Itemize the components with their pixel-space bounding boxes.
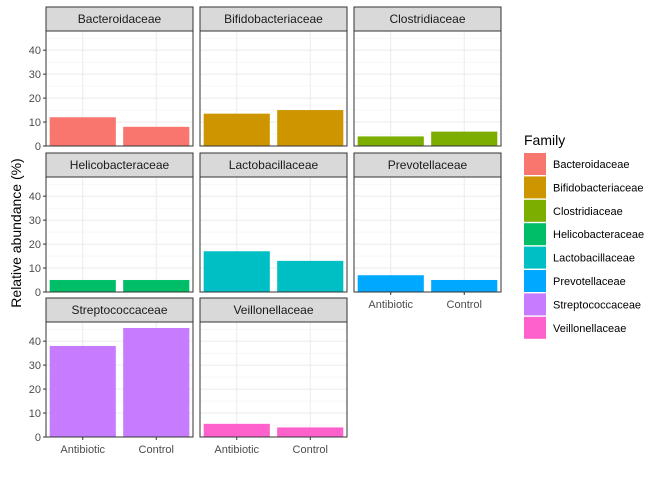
y-tick-label: 40 <box>29 336 41 348</box>
x-tick-label: Control <box>293 444 328 456</box>
y-tick-label: 0 <box>35 141 41 153</box>
plot-background <box>46 177 193 292</box>
panel-streptococcaceae: Streptococcaceae 0 10 20 30 40 Antibiotic Contr… <box>29 297 194 456</box>
plot-background <box>200 322 347 437</box>
legend: Family Bacteroidaceae Bifidobacteriaceae Cl… <box>524 132 644 339</box>
bar-prevotellaceae-antibiotic <box>357 275 424 292</box>
legend-item-bacteroidaceae: Bacteroidaceae <box>524 153 629 175</box>
x-tick-label: Antibiotic <box>60 444 105 456</box>
bar-clostridiaceae-control <box>431 131 498 146</box>
panel-bacteroidaceae: Bacteroidaceae 0 10 20 30 40 <box>29 6 194 153</box>
bar-clostridiaceae-antibiotic <box>357 136 424 146</box>
facet-strip <box>199 152 348 178</box>
bar-lactobacillaceae-control <box>277 260 344 292</box>
facet-label: Lactobacillaceae <box>229 158 319 172</box>
y-tick-label: 0 <box>35 432 41 444</box>
legend-label: Streptococcaceae <box>553 299 641 311</box>
bar-lactobacillaceae-antibiotic <box>203 251 270 292</box>
y-tick-label: 30 <box>29 360 41 372</box>
legend-item-bifidobacteriaceae: Bifidobacteriaceae <box>524 176 644 199</box>
bar-bifidobacteriaceae-antibiotic <box>203 113 270 146</box>
legend-label: Helicobacteraceae <box>553 229 644 241</box>
panel-helicobacteraceae: Helicobacteraceae 0 10 20 30 40 <box>29 152 194 299</box>
x-tick-label: Control <box>139 444 174 456</box>
panel-border <box>45 176 194 293</box>
bar-helicobacteraceae-antibiotic <box>49 280 116 292</box>
y-axis-label: Relative abundance (%) <box>8 158 24 307</box>
facet-label: Veillonellaceae <box>233 303 313 317</box>
y-tick-label: 10 <box>29 408 41 420</box>
legend-item-streptococcaceae: Streptococcaceae <box>524 293 641 316</box>
legend-key <box>524 223 546 246</box>
y-tick-label: 10 <box>29 117 41 129</box>
panel-border <box>199 176 348 293</box>
x-tick-label: Antibiotic <box>214 444 259 456</box>
legend-key <box>524 153 546 175</box>
y-tick-label: 20 <box>29 93 41 105</box>
legend-label: Lactobacillaceae <box>553 253 635 265</box>
x-tick-label: Control <box>447 299 482 311</box>
facet-strip <box>45 6 194 32</box>
facet-label: Bacteroidaceae <box>78 12 162 26</box>
facet-label: Prevotellaceae <box>388 158 468 172</box>
legend-item-helicobacteraceae: Helicobacteraceae <box>524 223 644 246</box>
facet-label: Streptococcaceae <box>71 303 167 317</box>
bar-streptococcaceae-control <box>123 327 190 437</box>
facet-strip <box>199 297 348 323</box>
facet-strip <box>45 297 194 323</box>
panel-veillonellaceae: Veillonellaceae Antibiotic Control <box>199 297 348 456</box>
legend-item-clostridiaceae: Clostridiaceae <box>524 199 623 222</box>
plot-background <box>354 31 501 146</box>
y-tick-label: 20 <box>29 384 41 396</box>
bar-prevotellaceae-control <box>431 280 498 292</box>
bar-bacteroidaceae-antibiotic <box>49 117 116 146</box>
facet-strip <box>353 152 502 178</box>
facet-label: Helicobacteraceae <box>70 158 170 172</box>
legend-item-prevotellaceae: Prevotellaceae <box>524 270 626 292</box>
panel-border <box>353 30 502 147</box>
bar-streptococcaceae-antibiotic <box>49 345 116 437</box>
legend-key <box>524 246 546 269</box>
y-tick-label: 10 <box>29 263 41 275</box>
panel-border <box>45 30 194 147</box>
bar-helicobacteraceae-control <box>123 280 190 292</box>
facet-strip <box>199 6 348 32</box>
legend-item-veillonellaceae: Veillonellaceae <box>524 316 626 339</box>
legend-key <box>524 270 546 292</box>
legend-key <box>524 293 546 316</box>
y-tick-label: 40 <box>29 45 41 57</box>
bar-veillonellaceae-control <box>277 427 344 437</box>
panel-bifidobacteriaceae: Bifidobacteriaceae <box>199 6 348 147</box>
y-tick-label: 0 <box>35 287 41 299</box>
legend-label: Prevotellaceae <box>553 276 626 288</box>
bar-veillonellaceae-antibiotic <box>203 423 270 437</box>
y-tick-label: 30 <box>29 69 41 81</box>
facet-label: Clostridiaceae <box>389 12 465 26</box>
legend-label: Bifidobacteriaceae <box>553 182 644 194</box>
bar-bifidobacteriaceae-control <box>277 110 344 146</box>
panel-border <box>199 30 348 147</box>
x-tick-label: Antibiotic <box>368 299 413 311</box>
panel-border <box>45 321 194 438</box>
facet-label: Bifidobacteriaceae <box>224 12 323 26</box>
panel-border <box>353 176 502 293</box>
plot-background <box>354 177 501 292</box>
legend-key <box>524 176 546 199</box>
y-tick-label: 20 <box>29 239 41 251</box>
panel-border <box>199 321 348 438</box>
panel-prevotellaceae: Prevotellaceae Antibiotic Control <box>353 152 502 311</box>
panel-lactobacillaceae: Lactobacillaceae <box>199 152 348 293</box>
panel-clostridiaceae: Clostridiaceae <box>353 6 502 147</box>
y-tick-label: 30 <box>29 215 41 227</box>
legend-key <box>524 199 546 222</box>
legend-title: Family <box>524 132 565 148</box>
legend-key <box>524 316 546 339</box>
y-tick-label: 40 <box>29 191 41 203</box>
legend-label: Clostridiaceae <box>553 206 623 218</box>
bar-bacteroidaceae-control <box>123 126 190 146</box>
legend-label: Veillonellaceae <box>553 323 626 335</box>
legend-label: Bacteroidaceae <box>553 159 629 171</box>
legend-item-lactobacillaceae: Lactobacillaceae <box>524 246 635 269</box>
